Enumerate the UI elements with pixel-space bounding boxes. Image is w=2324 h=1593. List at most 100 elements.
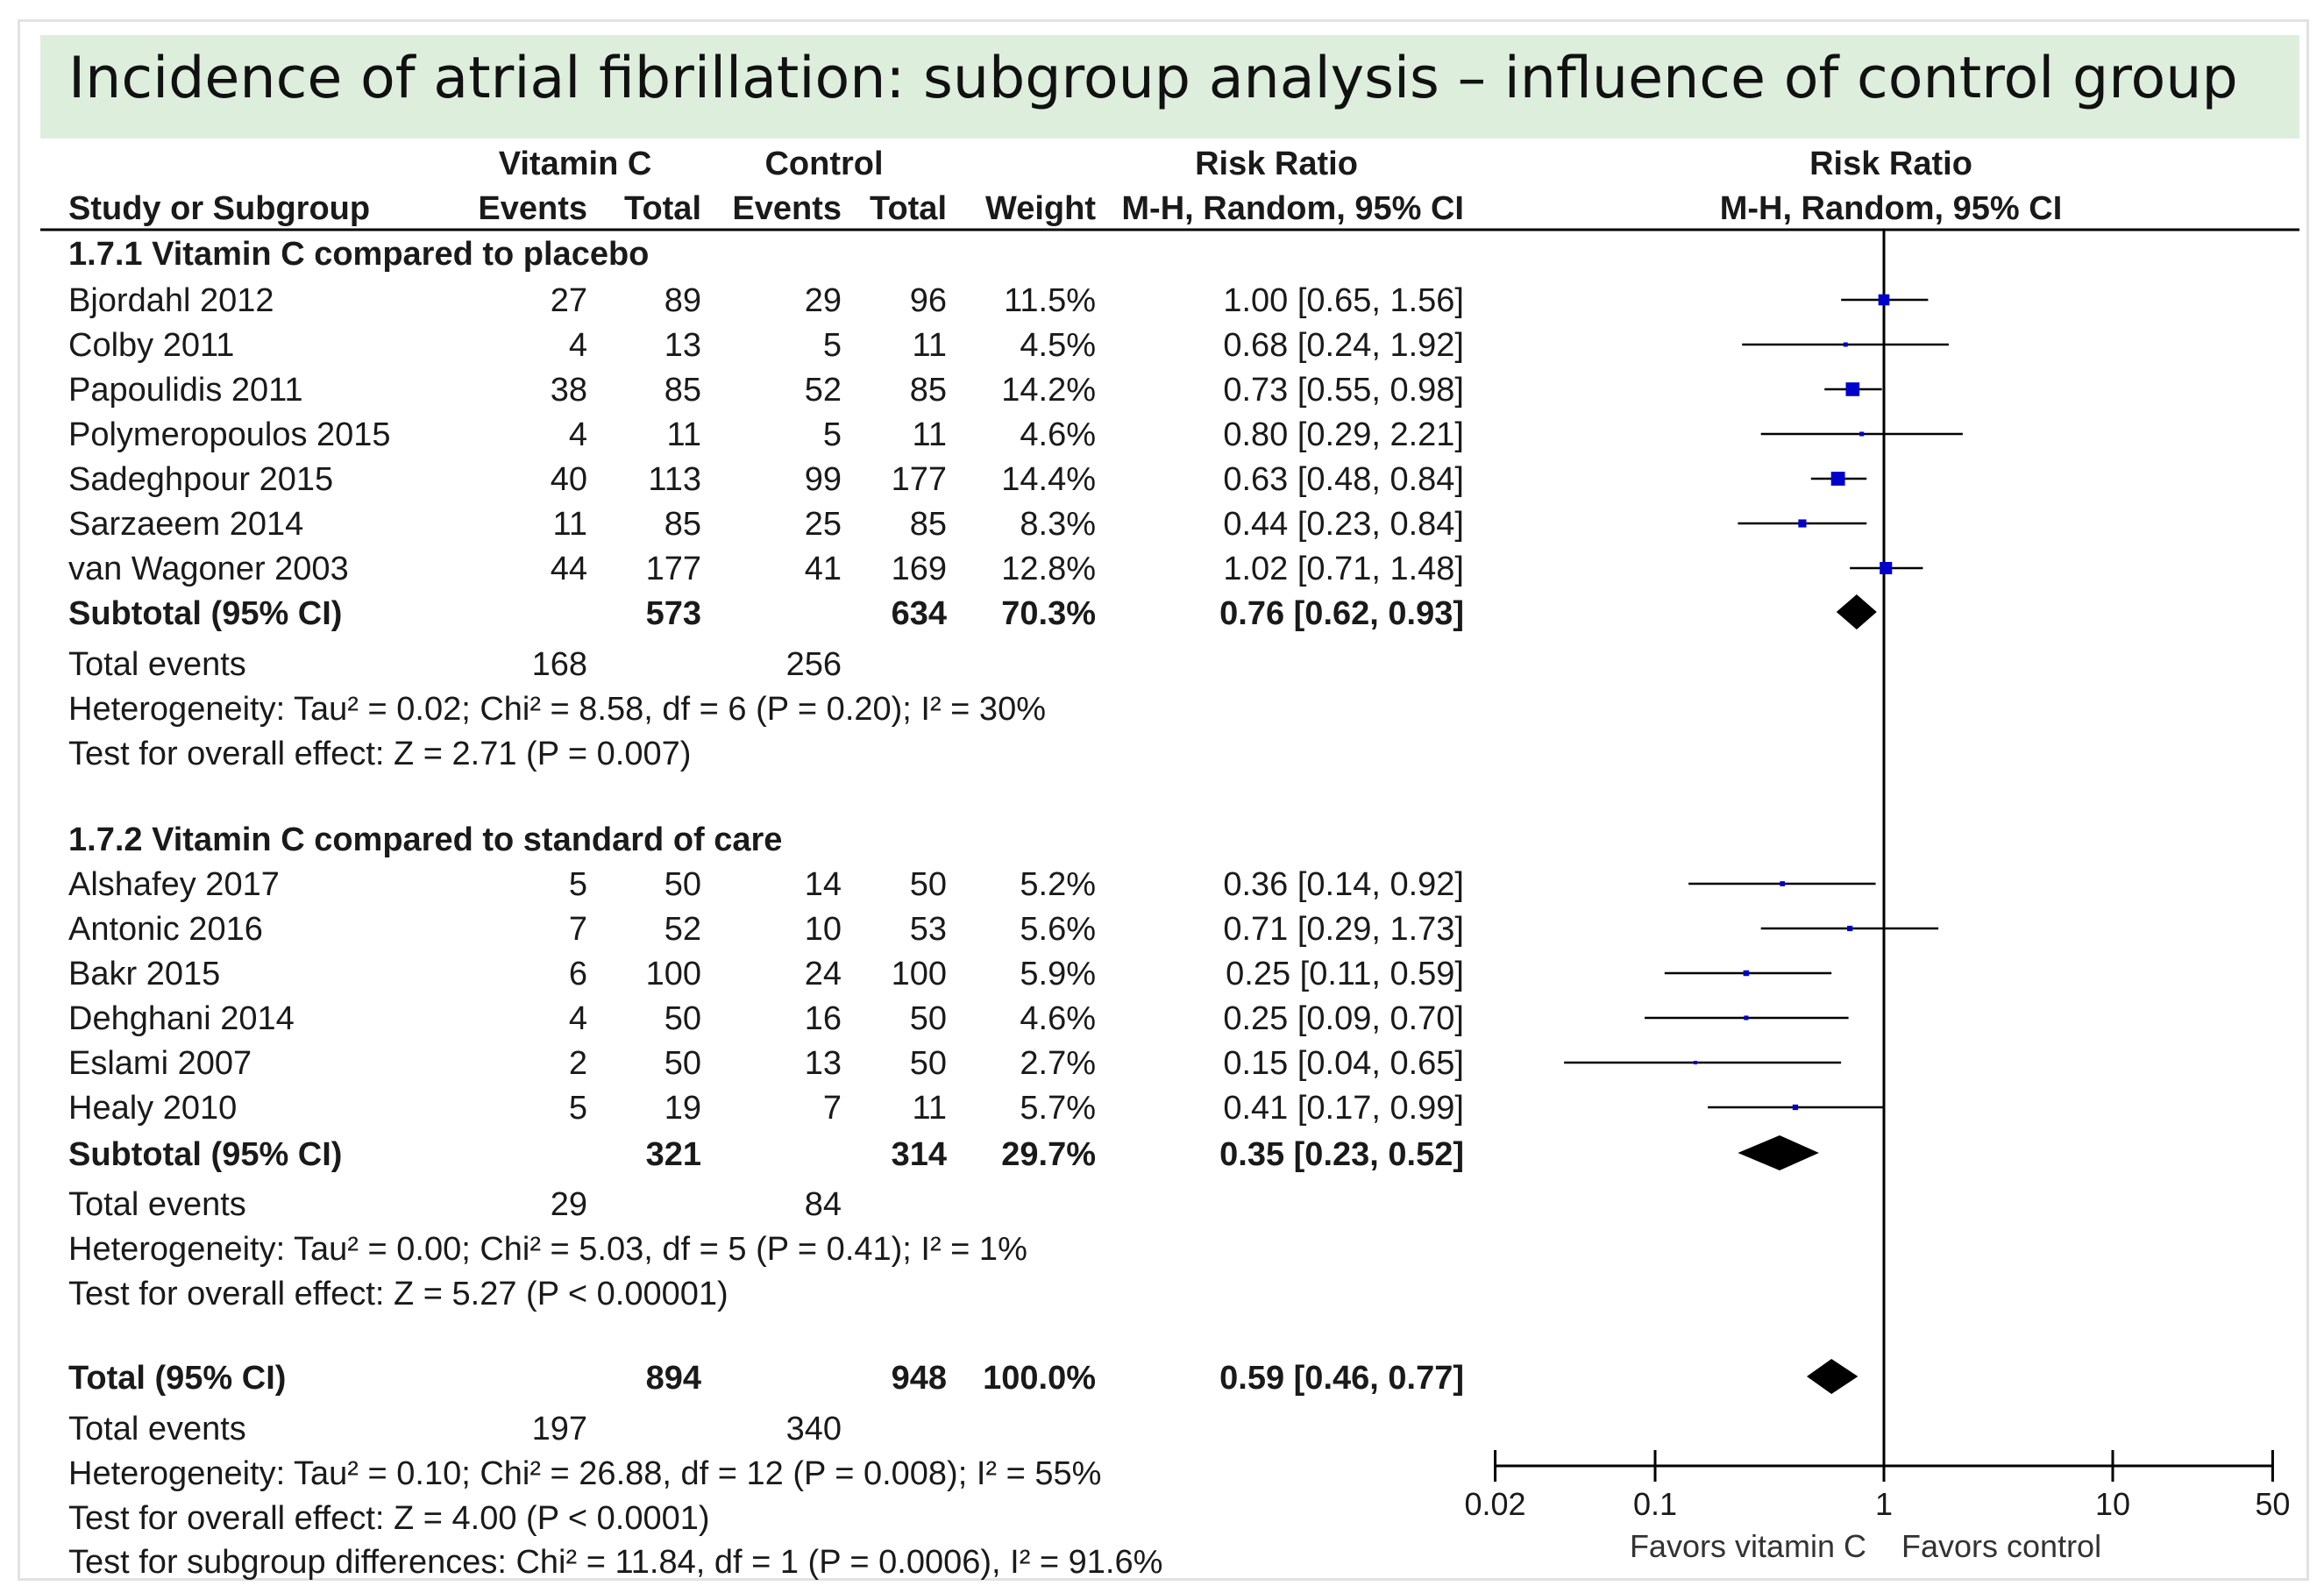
study-ci: 0.15 [0.04, 0.65] xyxy=(1223,1045,1464,1082)
favors-right-label: Favors control xyxy=(1901,1528,2101,1564)
study-point xyxy=(1843,342,1848,347)
total-control: 169 xyxy=(891,551,947,587)
study-weight: 8.3% xyxy=(1020,506,1096,543)
events-control: 24 xyxy=(804,956,842,992)
study-column-header: Study or Subgroup xyxy=(68,190,371,227)
total-vitamin-c: 52 xyxy=(664,911,701,948)
heterogeneity-text: Heterogeneity: Tau² = 0.10; Chi² = 26.88… xyxy=(68,1455,1102,1492)
total-events-label: Total events xyxy=(68,646,246,683)
overall-weight: 100.0% xyxy=(983,1360,1096,1397)
study-name: Dehghani 2014 xyxy=(68,1000,295,1037)
events-vitamin-c: 4 xyxy=(568,1000,587,1037)
subtotal-weight: 29.7% xyxy=(1001,1136,1096,1173)
vitamin-c-header: Vitamin C xyxy=(498,146,652,182)
total-vitamin-c: 13 xyxy=(664,327,701,364)
overall-total-b: 948 xyxy=(891,1360,947,1397)
total-control: 50 xyxy=(909,1045,947,1082)
control-header: Control xyxy=(764,146,884,182)
study-point xyxy=(1880,561,1893,575)
total-control: 11 xyxy=(912,1090,947,1127)
study-weight: 5.9% xyxy=(1020,956,1096,992)
study-point xyxy=(1847,925,1853,932)
subtotal-label: Subtotal (95% CI) xyxy=(68,1136,343,1173)
total-events-b: 256 xyxy=(785,646,842,683)
subtotal-diamond xyxy=(1738,1135,1819,1170)
total-control: 50 xyxy=(909,1000,947,1037)
total-header-a: Total xyxy=(624,190,701,227)
study-ci: 1.00 [0.65, 1.56] xyxy=(1223,282,1464,319)
x-tick-label: 0.1 xyxy=(1633,1486,1677,1522)
study-ci: 0.25 [0.11, 0.59] xyxy=(1226,956,1464,992)
study-point xyxy=(1743,970,1750,977)
study-weight: 4.5% xyxy=(1020,327,1096,364)
study-point xyxy=(1859,431,1865,437)
events-vitamin-c: 6 xyxy=(568,956,587,992)
events-control: 16 xyxy=(804,1000,842,1037)
total-vitamin-c: 50 xyxy=(664,1000,701,1037)
total-vitamin-c: 85 xyxy=(664,506,701,543)
study-point xyxy=(1878,294,1890,306)
subgroup-heading: 1.7.1 Vitamin C compared to placebo xyxy=(68,236,650,273)
overall-total-label: Total (95% CI) xyxy=(68,1360,287,1397)
total-events-b: 340 xyxy=(785,1411,842,1447)
study-ci: 0.68 [0.24, 1.92] xyxy=(1223,327,1464,364)
total-control: 177 xyxy=(891,461,947,498)
subtotal-ci: 0.76 [0.62, 0.93] xyxy=(1219,595,1464,632)
subtotal-diamond xyxy=(1836,594,1877,629)
study-point xyxy=(1798,519,1807,528)
study-weight: 2.7% xyxy=(1020,1045,1096,1082)
study-weight: 14.2% xyxy=(1001,372,1096,409)
overall-effect-text: Test for overall effect: Z = 5.27 (P < 0… xyxy=(68,1276,728,1312)
subgroup-heading: 1.7.2 Vitamin C compared to standard of … xyxy=(68,821,783,858)
events-control: 99 xyxy=(804,461,842,498)
study-weight: 11.5% xyxy=(1004,282,1096,319)
study-ci: 0.71 [0.29, 1.73] xyxy=(1223,911,1464,948)
plot-method-header: M-H, Random, 95% CI xyxy=(1719,190,2063,227)
study-ci: 0.80 [0.29, 2.21] xyxy=(1223,416,1464,453)
subtotal-total-b: 314 xyxy=(891,1136,947,1173)
total-events-label: Total events xyxy=(68,1186,246,1223)
subgroup-differences-text: Test for subgroup differences: Chi² = 11… xyxy=(68,1544,1163,1581)
study-name: Papoulidis 2011 xyxy=(68,372,303,409)
x-tick-label: 1 xyxy=(1875,1486,1893,1522)
weight-header: Weight xyxy=(985,190,1096,227)
total-events-b: 84 xyxy=(804,1186,842,1223)
study-weight: 14.4% xyxy=(1001,461,1096,498)
overall-ci: 0.59 [0.46, 0.77] xyxy=(1219,1360,1464,1397)
method-header: M-H, Random, 95% CI xyxy=(1121,190,1464,227)
events-vitamin-c: 38 xyxy=(550,372,587,409)
study-point xyxy=(1693,1061,1697,1064)
events-control: 13 xyxy=(804,1045,842,1082)
events-header-b: Events xyxy=(732,190,842,227)
x-tick-label: 0.02 xyxy=(1465,1486,1526,1522)
total-control: 100 xyxy=(891,956,947,992)
study-name: Bjordahl 2012 xyxy=(68,282,274,319)
total-vitamin-c: 50 xyxy=(664,1045,701,1082)
slide-title: Incidence of atrial fibrillation: subgro… xyxy=(68,46,2238,111)
events-vitamin-c: 27 xyxy=(550,282,587,319)
study-weight: 5.7% xyxy=(1020,1090,1096,1127)
events-vitamin-c: 40 xyxy=(550,461,587,498)
total-control: 50 xyxy=(909,866,947,903)
subtotal-label: Subtotal (95% CI) xyxy=(68,595,343,632)
title-bar xyxy=(40,35,2299,139)
events-control: 5 xyxy=(822,416,842,453)
total-events-label: Total events xyxy=(68,1411,246,1447)
events-header-a: Events xyxy=(478,190,587,227)
events-control: 29 xyxy=(804,282,842,319)
total-header-b: Total xyxy=(870,190,947,227)
study-name: Alshafey 2017 xyxy=(68,866,280,903)
events-control: 25 xyxy=(804,506,842,543)
plot-risk-ratio-header: Risk Ratio xyxy=(1809,146,1972,182)
study-point xyxy=(1780,881,1786,886)
study-weight: 12.8% xyxy=(1001,551,1096,587)
total-control: 96 xyxy=(909,282,947,319)
study-point xyxy=(1792,1104,1799,1111)
study-ci: 0.63 [0.48, 0.84] xyxy=(1223,461,1464,498)
study-weight: 5.6% xyxy=(1020,911,1096,948)
overall-diamond xyxy=(1806,1359,1858,1394)
events-vitamin-c: 4 xyxy=(568,416,587,453)
total-vitamin-c: 89 xyxy=(664,282,701,319)
events-vitamin-c: 4 xyxy=(568,327,587,364)
